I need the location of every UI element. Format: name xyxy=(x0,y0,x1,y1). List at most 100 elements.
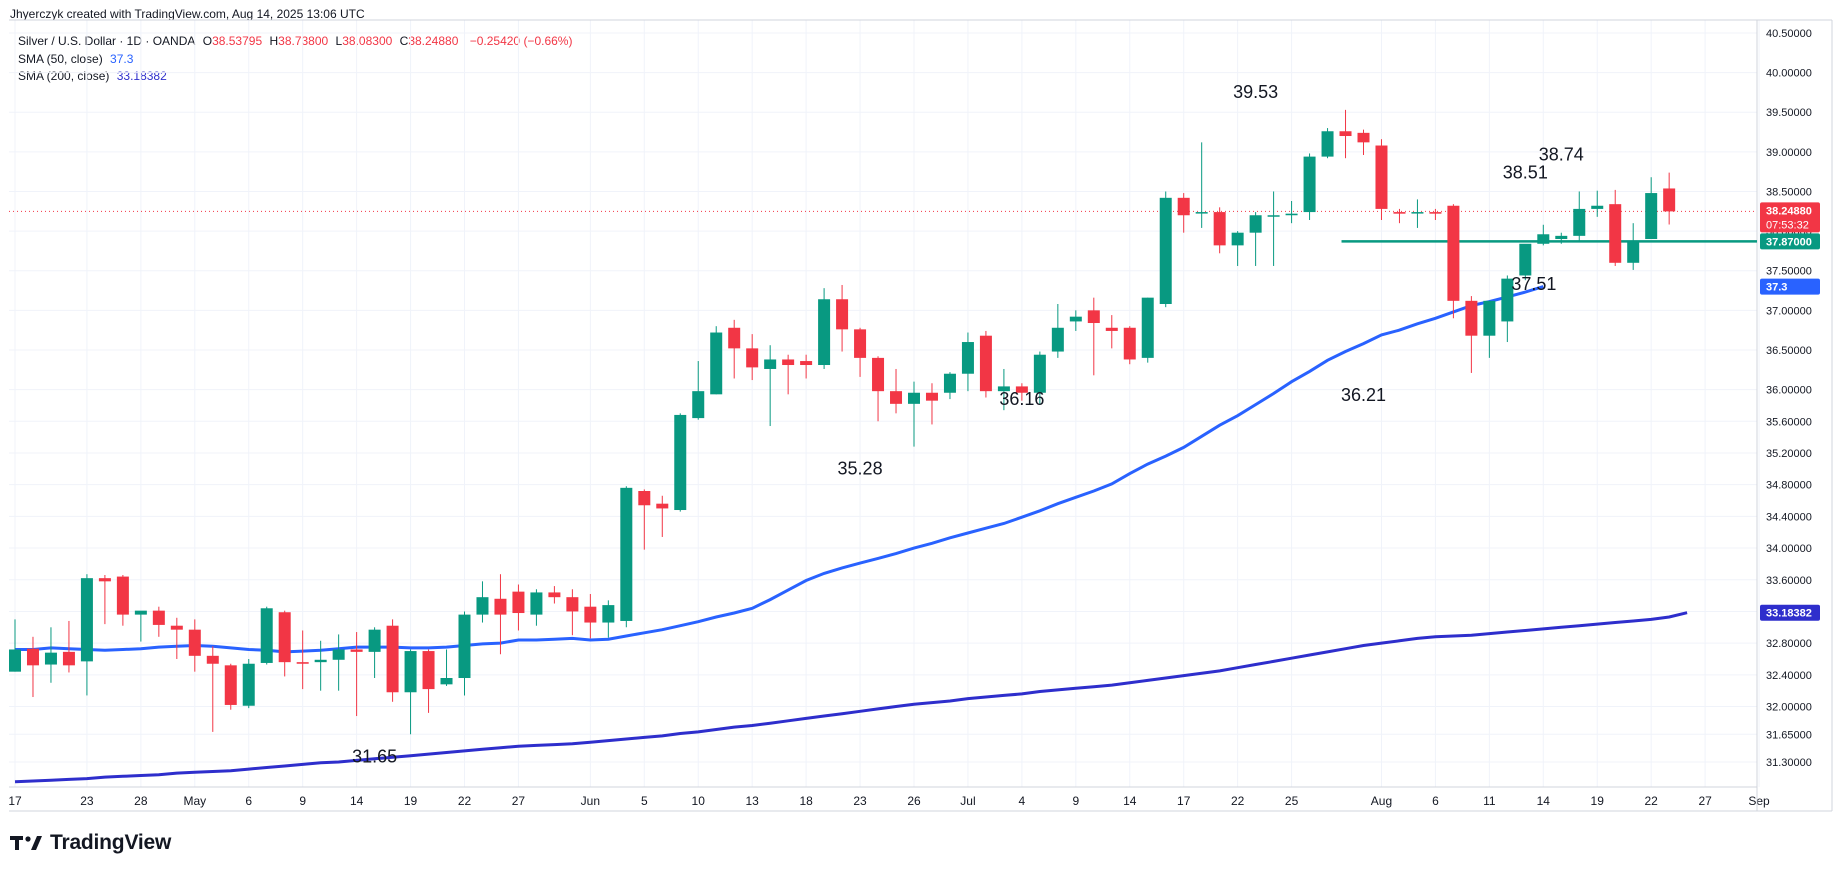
candle xyxy=(584,594,597,639)
candle xyxy=(1195,142,1208,228)
candle-body xyxy=(80,578,93,662)
candle xyxy=(1519,243,1532,281)
candle-body xyxy=(961,342,974,374)
candle-body xyxy=(206,655,219,664)
candle xyxy=(530,589,543,626)
candle xyxy=(1645,177,1658,240)
candle xyxy=(1321,128,1334,159)
candle-body xyxy=(422,651,435,690)
candle-body xyxy=(620,487,633,621)
candle-body xyxy=(1573,208,1586,236)
candle xyxy=(997,368,1010,411)
candle xyxy=(872,356,885,422)
x-tick-label: Aug xyxy=(1371,794,1392,808)
candle xyxy=(1177,193,1190,233)
candle-body xyxy=(1663,188,1676,212)
y-tick-label: 35.20000 xyxy=(1766,448,1812,460)
candle-body xyxy=(836,299,849,330)
candle xyxy=(1285,200,1298,224)
candle-body xyxy=(242,663,255,706)
candle xyxy=(1573,191,1586,243)
x-tick-label: 19 xyxy=(404,794,418,808)
x-tick-label: 5 xyxy=(641,794,648,808)
candle xyxy=(242,658,255,709)
candle xyxy=(1249,212,1262,266)
legend-sma50-value: 37.3 xyxy=(110,51,134,66)
candle-body xyxy=(1213,212,1226,246)
price-annotation: 39.53 xyxy=(1233,82,1278,102)
candle xyxy=(1447,204,1460,319)
candle xyxy=(818,288,831,369)
x-tick-label: 23 xyxy=(853,794,867,808)
candle-body xyxy=(62,651,75,666)
price-annotation: 38.74 xyxy=(1539,145,1584,165)
candle-body xyxy=(710,332,723,395)
candle-body xyxy=(566,597,579,612)
legend-sma50-row[interactable]: SMA (50, close) 37.3 xyxy=(18,51,576,69)
candle-body xyxy=(386,625,399,693)
candle xyxy=(224,663,237,710)
candle xyxy=(170,617,183,659)
sma-lines xyxy=(14,240,1757,784)
y-tick-label: 38.50000 xyxy=(1766,186,1812,198)
candle-body xyxy=(314,659,327,663)
candle-body xyxy=(872,357,885,392)
tradingview-logo-icon xyxy=(10,836,42,850)
y-tick-label: 39.00000 xyxy=(1766,147,1812,159)
candle xyxy=(1213,207,1226,254)
candle xyxy=(1591,190,1604,217)
x-tick-label: 26 xyxy=(907,794,921,808)
y-tick-label: 39.50000 xyxy=(1766,107,1812,119)
candle-body xyxy=(1411,212,1424,214)
candle-body xyxy=(1051,327,1064,352)
grid-lines xyxy=(9,20,1760,787)
x-tick-label: 9 xyxy=(299,794,306,808)
candle xyxy=(979,330,992,398)
candle xyxy=(80,574,93,696)
price-annotation: 37.51 xyxy=(1511,274,1556,294)
candle xyxy=(854,327,867,377)
candle-body xyxy=(1447,205,1460,301)
candle xyxy=(440,649,453,686)
candle xyxy=(1303,153,1316,221)
candle-body xyxy=(1483,300,1496,336)
price-label-text: 37.87000 xyxy=(1766,236,1812,248)
price-label-text: 37.3 xyxy=(1766,282,1787,294)
x-tick-label: 22 xyxy=(458,794,472,808)
candle-body xyxy=(350,649,363,652)
candle-body xyxy=(1069,316,1082,322)
candle xyxy=(620,486,633,628)
candle xyxy=(1069,310,1082,331)
candle xyxy=(494,574,507,655)
x-tick-label: 25 xyxy=(1285,794,1299,808)
candle xyxy=(1465,296,1478,373)
candle xyxy=(1537,224,1550,246)
y-tick-label: 40.00000 xyxy=(1766,68,1812,80)
candle-body xyxy=(260,608,273,663)
price-annotation: 35.28 xyxy=(838,459,883,479)
x-tick-label: Jun xyxy=(581,794,600,808)
candle-body xyxy=(818,299,831,366)
candle-body xyxy=(1627,240,1640,263)
candle-body xyxy=(602,605,615,623)
candle xyxy=(422,649,435,713)
price-label-bg xyxy=(1760,604,1820,621)
candle xyxy=(800,354,813,379)
legend-sma50-label: SMA (50, close) xyxy=(18,51,103,66)
candle xyxy=(836,284,849,352)
candle xyxy=(746,334,759,381)
brand-logo[interactable]: TradingView xyxy=(10,831,171,855)
candle-body xyxy=(188,629,201,656)
candle-body xyxy=(1177,197,1190,216)
y-tick-label: 37.00000 xyxy=(1766,305,1812,317)
candle xyxy=(458,611,471,696)
legend-symbol-row[interactable]: Silver / U.S. Dollar · 1D · OANDA O38.53… xyxy=(18,33,576,51)
candle xyxy=(925,383,938,425)
candle-body xyxy=(1141,297,1154,358)
price-label-bg xyxy=(1760,278,1820,295)
legend-symbol: Silver / U.S. Dollar · 1D · OANDA xyxy=(18,34,196,48)
candle-body xyxy=(1537,234,1550,244)
candle xyxy=(1033,351,1046,404)
y-tick-label: 35.60000 xyxy=(1766,416,1812,428)
